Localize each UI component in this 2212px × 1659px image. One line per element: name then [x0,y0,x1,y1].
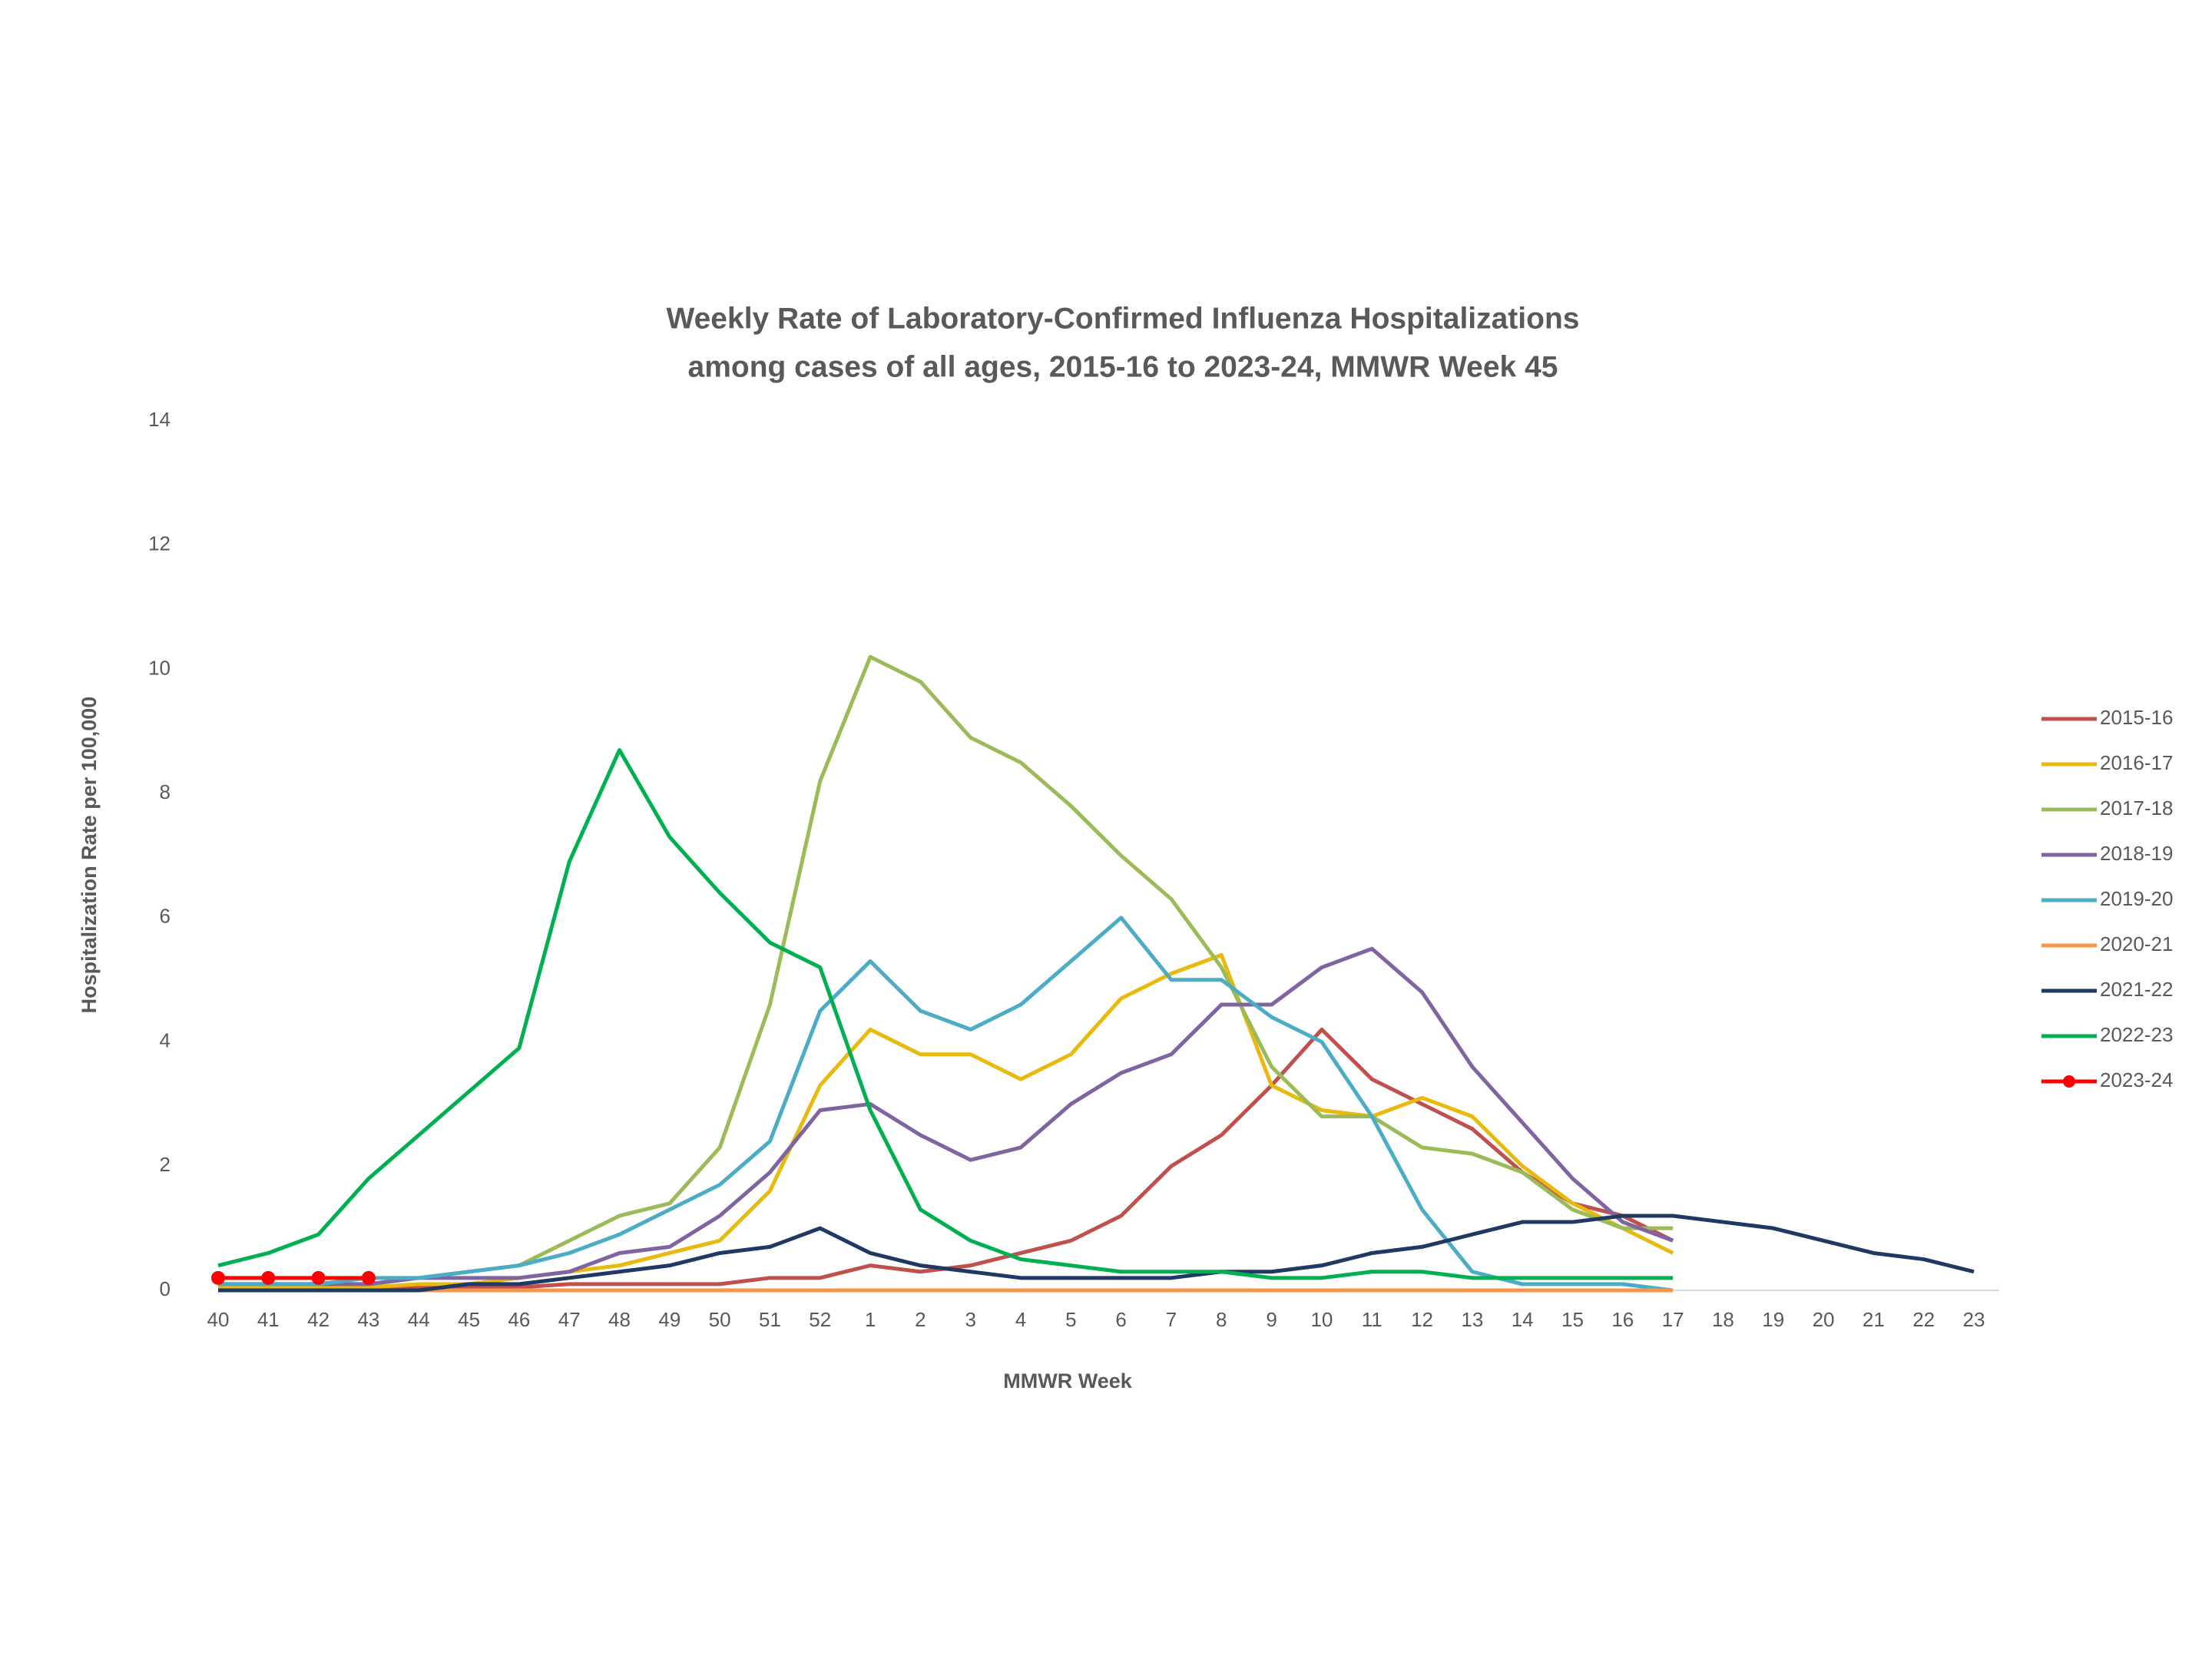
x-tick-label: 45 [458,1308,480,1331]
series-line [218,916,1674,1293]
legend-label: 2021-22 [2100,978,2173,1001]
legend-marker [2063,1075,2075,1088]
x-tick-label: 7 [1166,1308,1177,1331]
data-point [261,1270,276,1285]
y-tick-label: 0 [160,1277,171,1300]
x-tick-label: 9 [1266,1308,1277,1331]
series-line [217,748,1674,1280]
x-tick-label: 12 [1411,1308,1433,1331]
legend-label: 2022-23 [2100,1023,2173,1046]
chart-title: Weekly Rate of Laboratory-Confirmed Infl… [667,302,1580,335]
series-line [218,654,1674,1286]
x-tick-label: 18 [1712,1308,1734,1331]
x-tick-label: 49 [658,1308,680,1331]
x-tick-label: 21 [1863,1308,1885,1331]
y-tick-label: 8 [160,780,171,803]
x-tick-label: 46 [508,1308,530,1331]
legend-label: 2020-21 [2100,932,2173,955]
x-tick-label: 6 [1115,1308,1126,1331]
legend-label: 2018-19 [2100,842,2173,865]
x-tick-label: 41 [257,1308,280,1331]
x-tick-label: 40 [207,1308,230,1331]
y-axis-title: Hospitalization Rate per 100,000 [78,697,101,1014]
x-tick-label: 4 [1015,1308,1026,1331]
y-tick-label: 12 [148,532,171,555]
x-tick-label: 17 [1662,1308,1684,1331]
x-tick-label: 48 [608,1308,631,1331]
x-tick-label: 2 [915,1308,926,1331]
x-tick-label: 14 [1512,1308,1534,1331]
x-tick-label: 5 [1065,1308,1076,1331]
x-tick-label: 15 [1561,1308,1584,1331]
x-tick-label: 23 [1963,1308,1985,1331]
x-tick-label: 22 [1912,1308,1935,1331]
x-tick-label: 43 [357,1308,379,1331]
x-tick-label: 42 [307,1308,329,1331]
x-axis-title: MMWR Week [1003,1369,1132,1392]
x-tick-label: 50 [709,1308,731,1331]
x-tick-label: 47 [558,1308,581,1331]
x-tick-label: 11 [1362,1308,1382,1331]
y-tick-label: 14 [148,408,171,431]
legend-label: 2016-17 [2100,751,2173,774]
legend-label: 2015-16 [2100,706,2173,729]
x-tick-label: 1 [865,1308,876,1331]
data-point [211,1270,225,1285]
x-tick-label: 8 [1216,1308,1227,1331]
x-tick-label: 3 [965,1308,975,1331]
y-tick-label: 2 [160,1153,171,1176]
legend-label: 2019-20 [2100,887,2173,910]
series-line [218,1214,1975,1293]
data-point [311,1270,326,1285]
series-line [218,946,1674,1286]
legend-label: 2023-24 [2100,1068,2173,1091]
x-tick-label: 13 [1461,1308,1483,1331]
y-tick-label: 6 [160,905,171,928]
x-tick-label: 52 [809,1308,831,1331]
legend-label: 2017-18 [2100,796,2173,820]
x-tick-label: 19 [1762,1308,1784,1331]
x-tick-label: 51 [759,1308,781,1331]
y-tick-label: 10 [148,656,171,679]
x-tick-label: 10 [1310,1308,1333,1331]
x-tick-label: 20 [1813,1308,1835,1331]
data-point [361,1270,376,1285]
chart-title: among cases of all ages, 2015-16 to 2023… [688,350,1558,383]
y-tick-label: 4 [160,1028,171,1051]
x-tick-label: 16 [1611,1308,1634,1331]
x-tick-label: 44 [408,1308,430,1331]
